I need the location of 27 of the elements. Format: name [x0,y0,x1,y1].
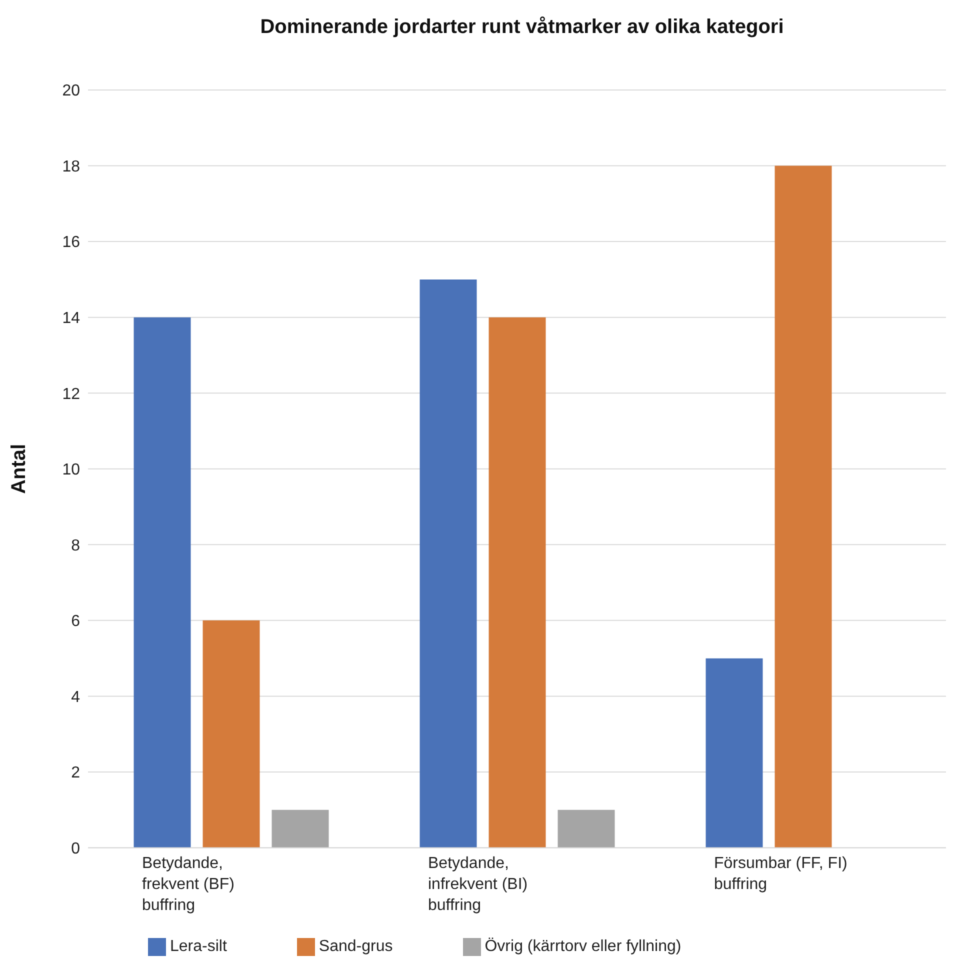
y-tick-label: 20 [62,82,80,100]
y-tick-label: 8 [71,537,80,554]
y-tick-label: 10 [62,462,80,479]
y-tick-label: 6 [71,613,80,630]
y-axis-title: Antal [8,444,30,494]
y-tick-label: 16 [62,234,80,252]
bar [706,658,763,848]
x-tick-label: Betydande, infrekvent (BI) buffring [428,854,528,914]
bar [420,279,477,848]
y-tick-label: 18 [62,158,80,176]
y-tick-label: 2 [71,764,80,782]
x-tick-label: Betydande, frekvent (BF) buffring [142,854,234,914]
bar [488,317,546,848]
chart-title: Dominerande jordarter runt våtmarker av olika kategori [259,15,785,40]
x-tick-label: Försumbar (FF, FI) buffring [714,854,848,893]
legend-label: Sand-grus [318,938,393,955]
y-tick-label: 0 [71,840,80,858]
y-tick-label: 14 [62,310,80,328]
legend-label: Övrig (kärrtorv eller fyllning) [484,938,682,955]
legend-label: Lera-silt [170,938,227,955]
bar [774,166,832,848]
bar [558,810,615,848]
bar [202,620,260,848]
bar [272,810,329,848]
bar [134,317,191,848]
y-tick-label: 4 [71,688,80,706]
y-tick-label: 12 [62,386,80,403]
